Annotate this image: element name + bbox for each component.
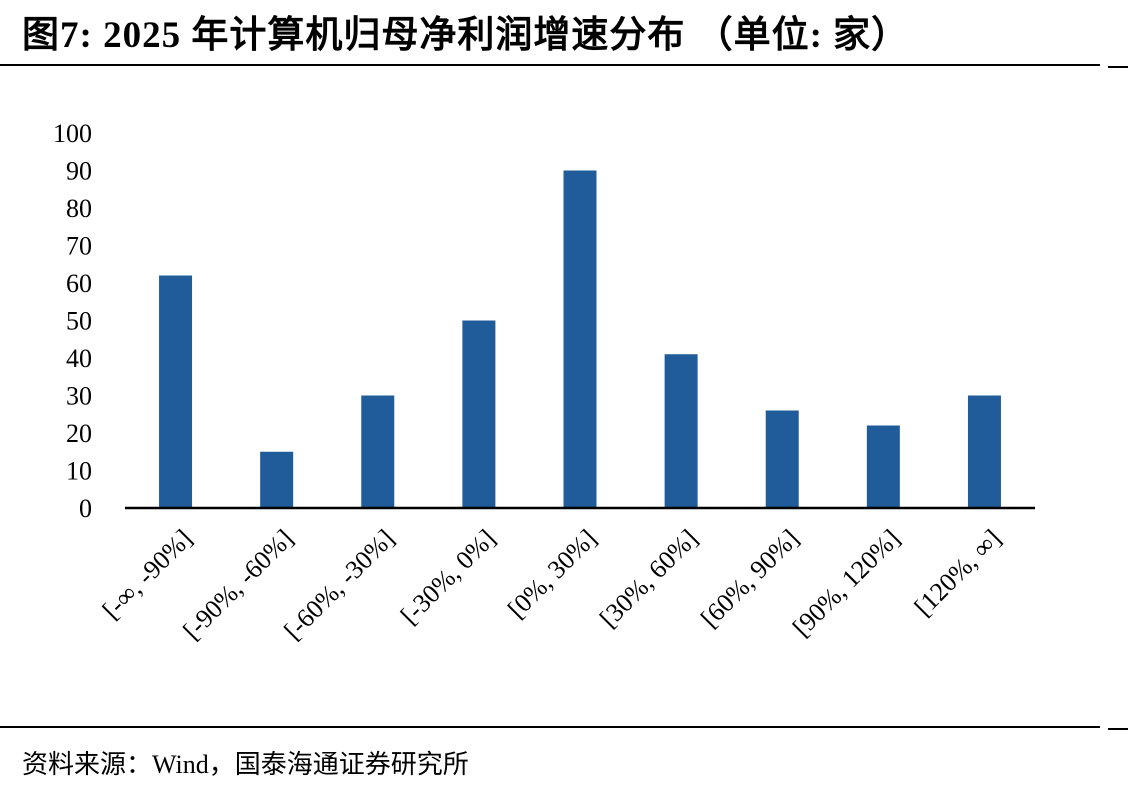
y-tick-label: 30 bbox=[66, 382, 92, 411]
x-tick-label: [120%, ∞] bbox=[909, 524, 1007, 622]
x-tick-label: [-60%, -30%] bbox=[278, 524, 400, 646]
x-tick-label: [30%, 60%] bbox=[594, 524, 703, 633]
bar bbox=[563, 170, 597, 508]
y-tick-label: 80 bbox=[66, 194, 92, 223]
x-tick-label: [60%, 90%] bbox=[695, 524, 804, 633]
y-tick-label: 0 bbox=[79, 494, 92, 523]
bar bbox=[462, 320, 496, 508]
y-tick-label: 70 bbox=[66, 232, 92, 261]
y-tick-label: 40 bbox=[66, 344, 92, 373]
y-axis-ticks: 0 10 20 30 40 50 60 70 80 90 100 bbox=[53, 119, 92, 523]
figure-title: 图7: 2025 年计算机归母净利润增速分布 （单位: 家） bbox=[22, 15, 910, 56]
x-tick-label: [-∞, -90%] bbox=[97, 524, 198, 625]
y-tick-label: 50 bbox=[66, 307, 92, 336]
bar bbox=[967, 395, 1001, 508]
source-note: 资料来源：Wind，国泰海通证券研究所 bbox=[22, 750, 469, 779]
bar bbox=[765, 410, 799, 508]
y-tick-label: 10 bbox=[66, 457, 92, 486]
x-tick-label: [90%, 120%] bbox=[787, 524, 906, 643]
top-rule-tick bbox=[1108, 66, 1128, 68]
bar bbox=[260, 451, 294, 508]
bar bbox=[361, 395, 395, 508]
y-tick-label: 90 bbox=[66, 157, 92, 186]
top-rule bbox=[0, 64, 1100, 66]
x-tick-label: [-30%, 0%] bbox=[395, 524, 501, 630]
bar bbox=[664, 354, 698, 508]
x-axis-labels: [-∞, -90%][-90%, -60%][-60%, -30%][-30%,… bbox=[97, 524, 1007, 646]
bottom-rule bbox=[0, 726, 1100, 728]
y-tick-label: 60 bbox=[66, 269, 92, 298]
bar bbox=[159, 275, 193, 508]
bar-chart: 0 10 20 30 40 50 60 70 80 90 100 [-∞, -90%][-90%, … bbox=[53, 119, 1035, 646]
x-tick-label: [0%, 30%] bbox=[502, 524, 602, 624]
bars bbox=[159, 170, 1001, 508]
y-tick-label: 20 bbox=[66, 419, 92, 448]
bottom-rule-tick bbox=[1108, 728, 1128, 730]
y-tick-label: 100 bbox=[53, 119, 92, 148]
bar bbox=[866, 425, 900, 508]
